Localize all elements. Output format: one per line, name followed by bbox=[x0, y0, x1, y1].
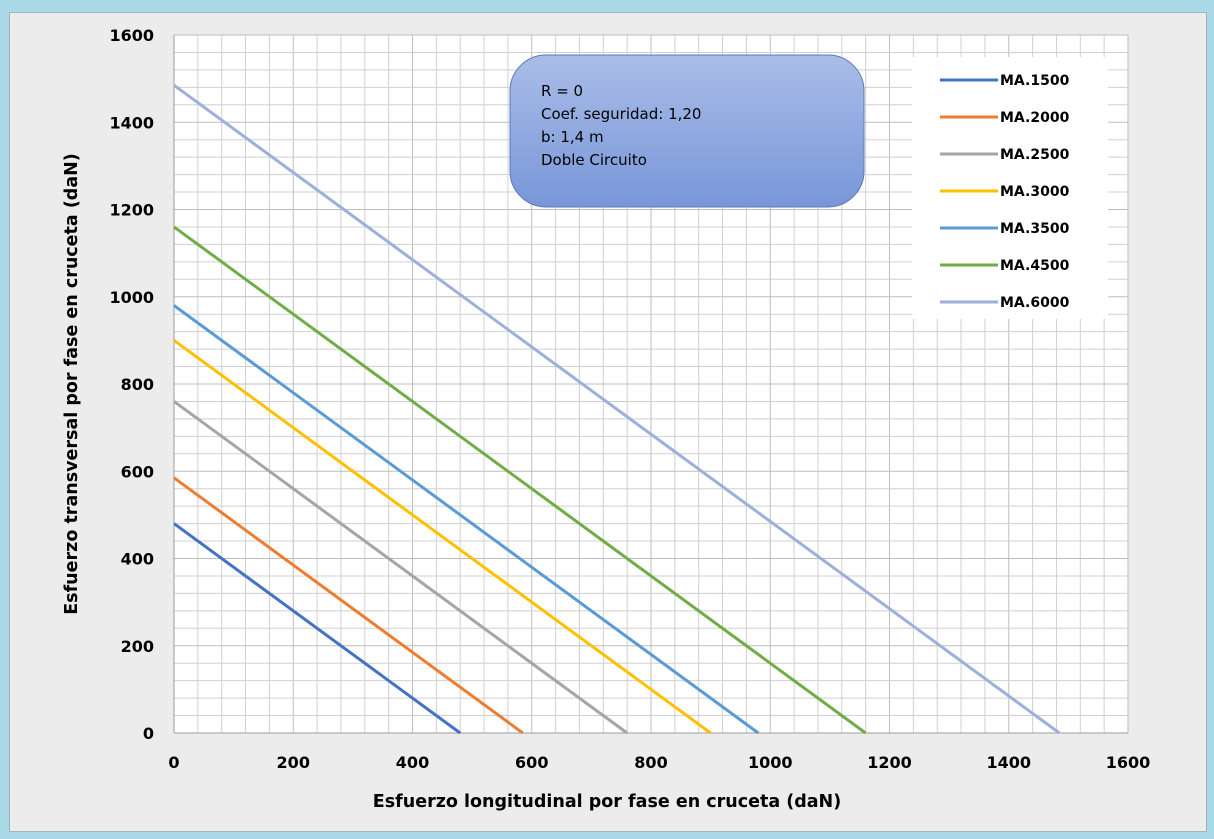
series-line-ma-1500 bbox=[173, 522, 462, 735]
legend-label: MA.4500 bbox=[1000, 258, 1070, 274]
y-tick-label: 1000 bbox=[109, 288, 154, 307]
line-chart: 0 200 400 600 800 1000 1200 1400 1600 0 200 400 600… bbox=[62, 26, 1150, 812]
x-tick-label: 1000 bbox=[748, 753, 793, 772]
y-tick-label: 400 bbox=[121, 550, 154, 569]
y-tick-labels: 0 200 400 600 800 1000 1200 1400 1600 bbox=[109, 26, 154, 743]
x-tick-labels: 0 200 400 600 800 1000 1200 1400 1600 bbox=[168, 753, 1150, 772]
x-tick-label: 600 bbox=[515, 753, 548, 772]
axes bbox=[173, 35, 1128, 734]
chart-area: 0 200 400 600 800 1000 1200 1400 1600 0 200 400 600… bbox=[9, 12, 1207, 832]
legend-label: MA.2000 bbox=[1000, 110, 1070, 126]
y-tick-label: 1200 bbox=[109, 201, 154, 220]
annotation-line-3: b: 1,4 m bbox=[541, 128, 604, 146]
x-tick-label: 400 bbox=[396, 753, 429, 772]
legend-label: MA.6000 bbox=[1000, 295, 1070, 311]
x-tick-label: 0 bbox=[168, 753, 179, 772]
x-tick-label: 1600 bbox=[1106, 753, 1151, 772]
y-tick-label: 800 bbox=[121, 375, 154, 394]
annotation-line-1: R = 0 bbox=[541, 82, 583, 100]
legend-label: MA.3000 bbox=[1000, 184, 1070, 200]
series-line-ma-4500 bbox=[173, 225, 867, 735]
annotation-box: R = 0 Coef. seguridad: 1,20 b: 1,4 m Dob… bbox=[509, 54, 865, 208]
y-tick-label: 600 bbox=[121, 462, 154, 481]
y-tick-label: 1400 bbox=[109, 113, 154, 132]
y-tick-label: 1600 bbox=[109, 26, 154, 45]
x-tick-label: 1400 bbox=[986, 753, 1031, 772]
legend-label: MA.3500 bbox=[1000, 221, 1070, 237]
x-tick-label: 800 bbox=[634, 753, 667, 772]
annotation-line-4: Doble Circuito bbox=[541, 151, 647, 169]
legend-label: MA.1500 bbox=[1000, 73, 1070, 89]
x-axis-title: Esfuerzo longitudinal por fase en crucet… bbox=[373, 792, 841, 812]
y-axis-title: Esfuerzo transversal por fase en cruceta… bbox=[62, 153, 82, 615]
annotation-background bbox=[509, 54, 865, 208]
series-line-ma-6000 bbox=[173, 83, 1061, 735]
series-line-ma-3000 bbox=[173, 339, 712, 735]
series-line-ma-2000 bbox=[173, 476, 524, 735]
series-line-ma-2500 bbox=[173, 400, 628, 735]
x-tick-label: 1200 bbox=[867, 753, 912, 772]
series-lines bbox=[173, 83, 1061, 735]
y-tick-label: 0 bbox=[143, 724, 154, 743]
legend-label: MA.2500 bbox=[1000, 147, 1070, 163]
x-tick-label: 200 bbox=[277, 753, 310, 772]
legend-background bbox=[912, 57, 1108, 319]
y-tick-label: 200 bbox=[121, 637, 154, 656]
series-line-ma-3500 bbox=[173, 304, 760, 735]
annotation-line-2: Coef. seguridad: 1,20 bbox=[541, 105, 701, 123]
legend: MA.1500 MA.2000 MA.2500 MA.3000 MA.3500 MA.45… bbox=[912, 57, 1108, 319]
